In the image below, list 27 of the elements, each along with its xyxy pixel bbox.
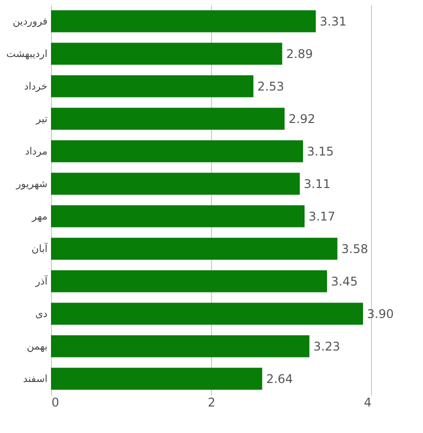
x-tick-label: 0 (52, 396, 60, 410)
data-label: 2.53 (257, 79, 284, 94)
y-tick-label: شهریور (15, 178, 48, 190)
x-tick-label: 4 (364, 396, 372, 410)
data-label: 2.89 (286, 46, 313, 61)
y-tick-label: اسفند (23, 374, 48, 385)
y-tick-label: آبان (32, 242, 49, 255)
data-label: 3.17 (308, 209, 336, 224)
data-label: 3.90 (367, 306, 394, 321)
y-tick-label: تیر (35, 114, 48, 125)
y-tick-label: فروردین (12, 16, 48, 28)
y-tick-label: آذر (34, 274, 49, 288)
y-tick-label: خرداد (24, 81, 48, 92)
y-tick-label: بهمن (26, 341, 48, 352)
data-label: 3.23 (313, 339, 340, 354)
data-label: 3.58 (341, 242, 368, 256)
data-label: 3.15 (307, 144, 334, 158)
y-tick-label: اردیبهشت (6, 48, 48, 60)
x-tick-label: 2 (208, 396, 216, 410)
data-label: 2.64 (266, 372, 293, 386)
data-label: 3.11 (304, 176, 331, 191)
y-tick-label: مرداد (24, 146, 48, 158)
y-tick-label: مهر (31, 211, 48, 222)
data-label: 3.45 (331, 274, 358, 288)
data-label: 3.31 (320, 14, 347, 28)
data-label: 2.92 (288, 112, 316, 126)
y-tick-label: دی (35, 308, 48, 320)
